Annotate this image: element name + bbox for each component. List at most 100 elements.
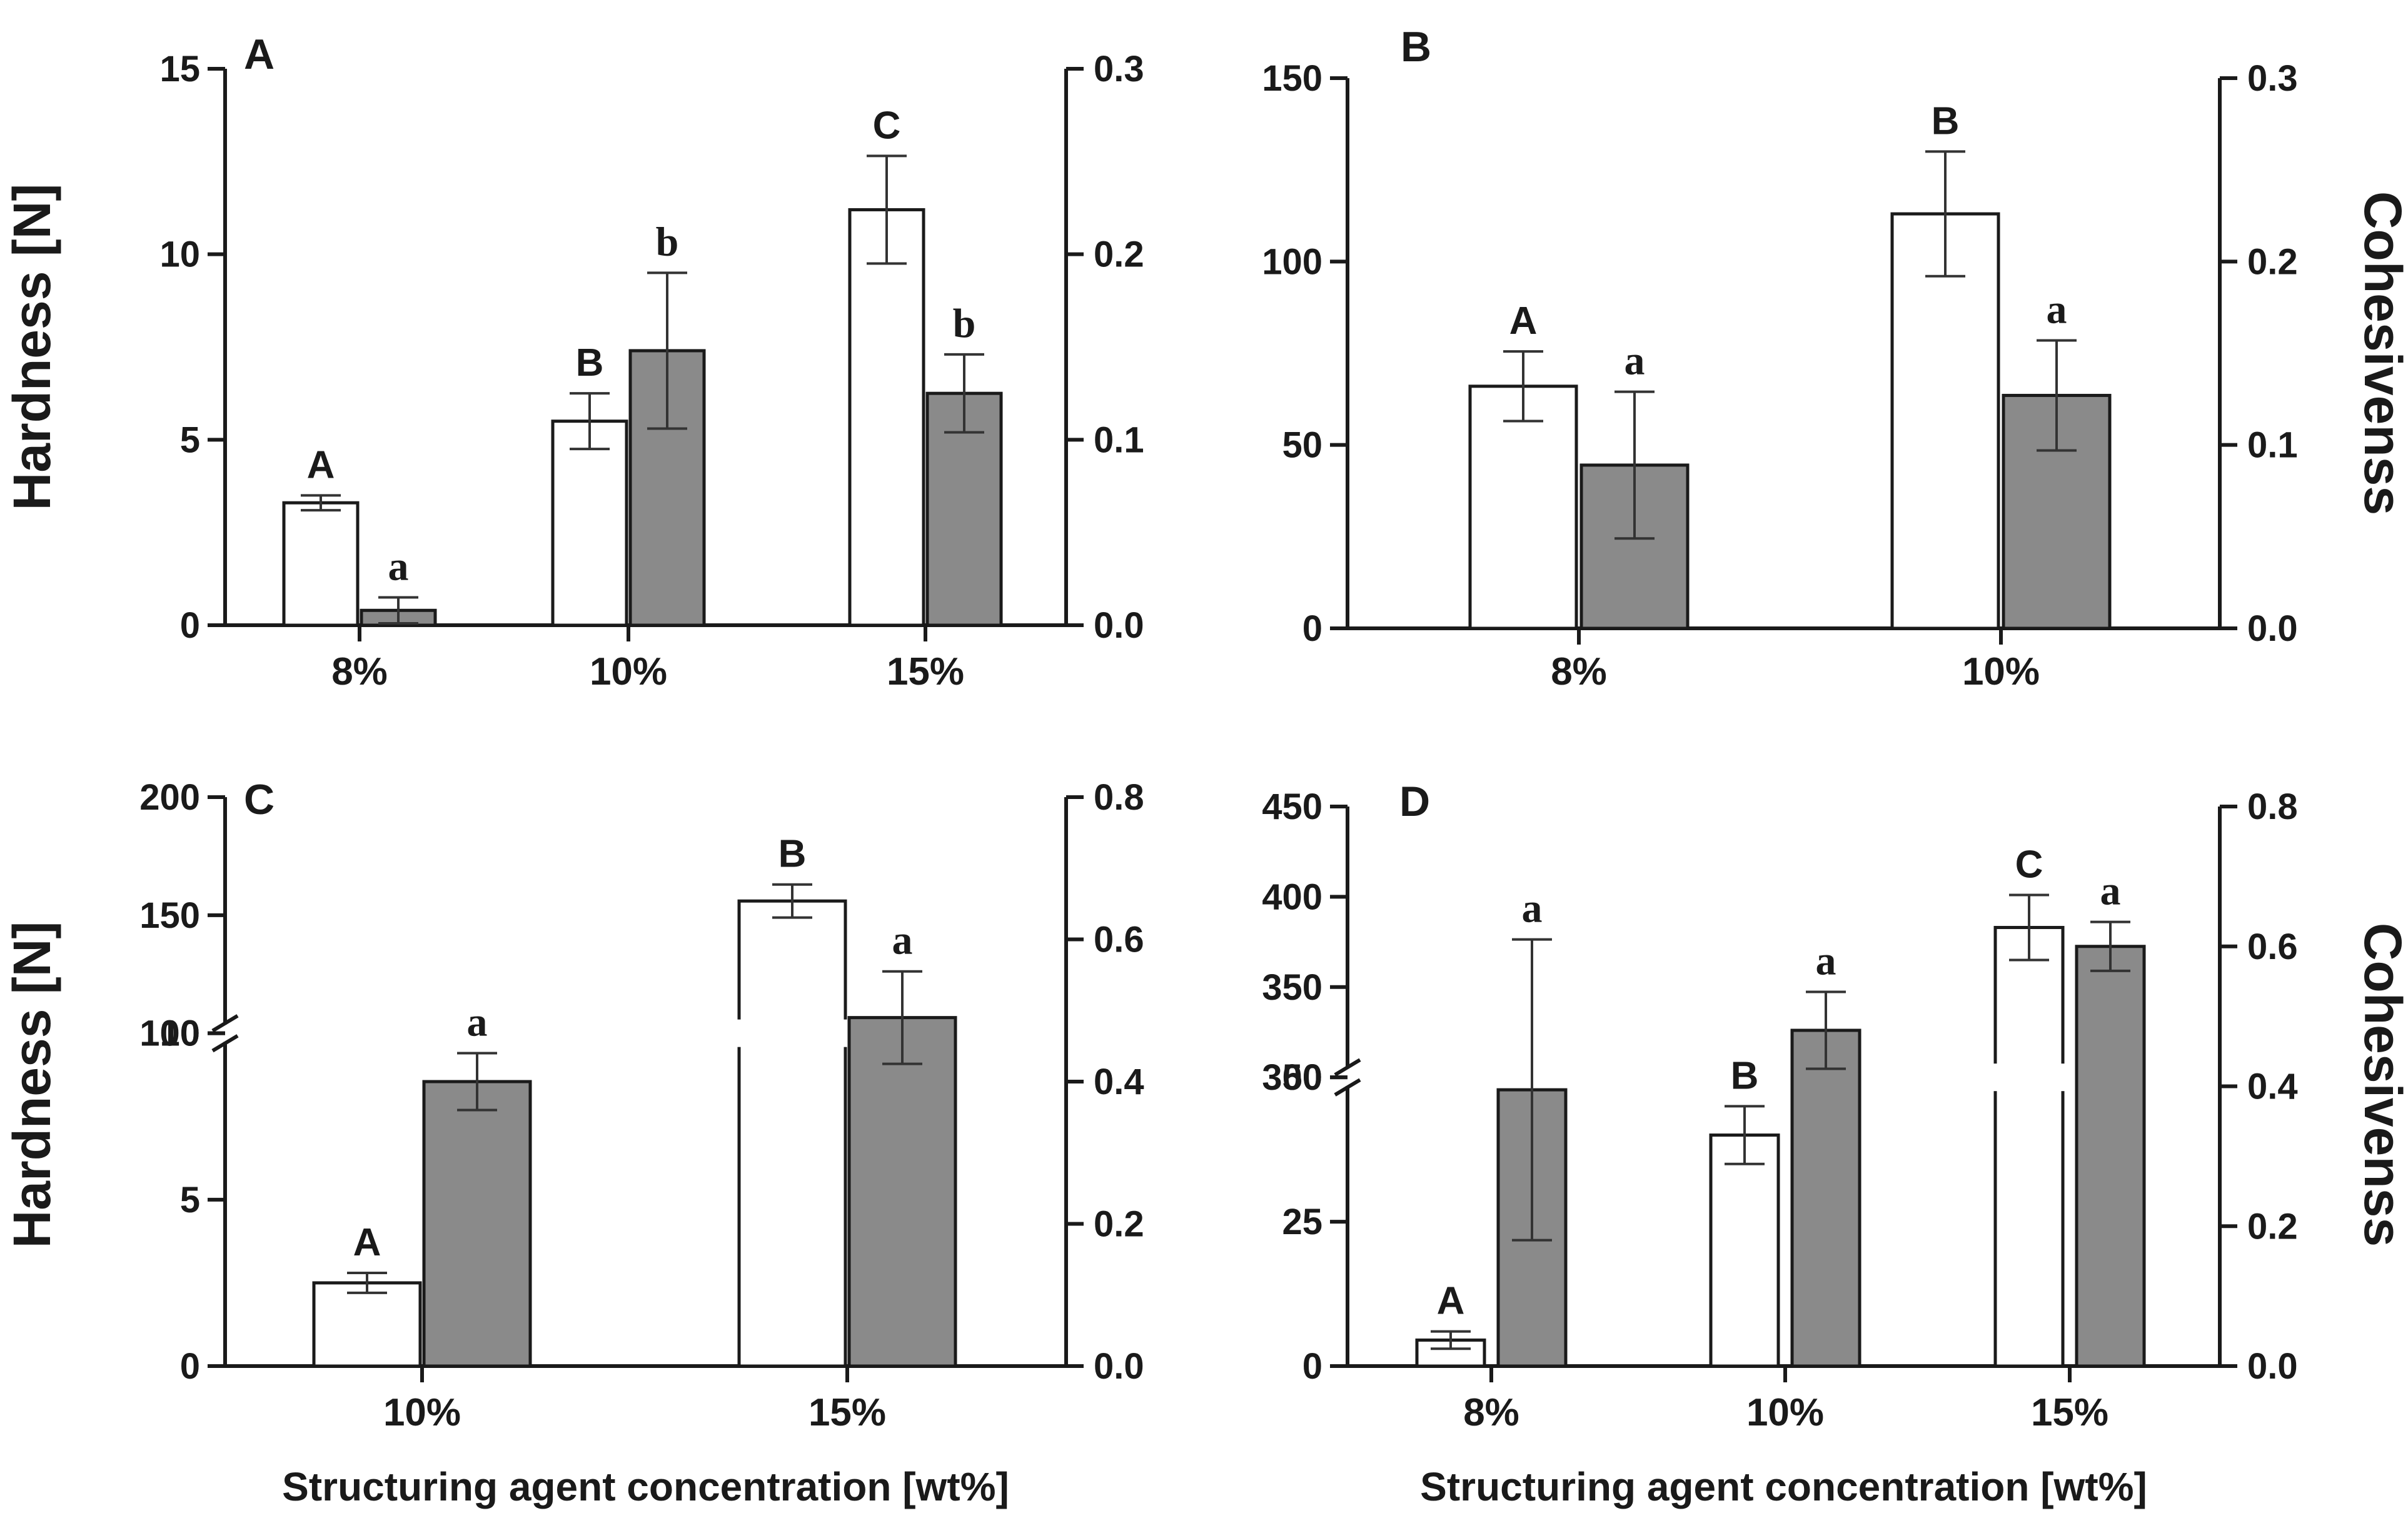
bar-left [551, 420, 628, 627]
significance-label: B [576, 341, 604, 385]
left-tick-label: 450 [1262, 787, 1322, 827]
bar-left [282, 501, 360, 627]
left-tick-label: 0 [1302, 608, 1322, 649]
left-tick-label: 0 [180, 605, 200, 646]
left-tick-label: 350 [1262, 967, 1322, 1008]
significance-label: a [892, 918, 913, 963]
category-label: 15% [887, 650, 964, 693]
left-tick-label: 50 [1282, 425, 1322, 466]
left-axis-title: Hardness [N] [3, 922, 61, 1249]
significance-label: C [873, 104, 901, 147]
significance-label: A [353, 1221, 381, 1264]
panel-A: 0 5 10 15 0.0 0.1 0.2 0.3 8% 10% 15% A B Ca b b A Hardnes… [3, 31, 1144, 693]
bar-right [1790, 1028, 1861, 1368]
panel-label: D [1399, 778, 1430, 825]
significance-label: b [656, 219, 679, 264]
panel-label: A [244, 31, 275, 78]
category-label: 8% [1551, 650, 1607, 693]
left-axis-title: Hardness [N] [3, 184, 61, 511]
left-tick-label: 0 [180, 1346, 200, 1387]
right-axis-title: Cohesivenss [2354, 923, 2408, 1247]
significance-label: B [1731, 1054, 1759, 1097]
category-label: 10% [1962, 650, 2040, 693]
bar-left [1993, 925, 2065, 1368]
left-tick-label: 200 [139, 777, 200, 818]
significance-label: A [1437, 1280, 1465, 1323]
right-tick-label: 0.8 [1094, 777, 1144, 818]
significance-label: C [2015, 843, 2043, 887]
right-tick-label: 0.0 [1094, 1346, 1144, 1387]
significance-label: a [1816, 938, 1836, 983]
right-tick-label: 0.4 [1094, 1062, 1144, 1102]
bar-left [312, 1281, 422, 1368]
right-tick-label: 0.2 [2247, 241, 2298, 282]
category-label: 8% [331, 650, 388, 693]
bar-right [2075, 945, 2146, 1368]
left-tick-label: 0 [1302, 1346, 1322, 1387]
axis-break-mark [1334, 1058, 1361, 1077]
significance-label: a [1625, 338, 1645, 384]
left-tick-label: 10 [159, 234, 200, 275]
significance-label: a [2100, 868, 2121, 914]
bar-break-gap [1993, 1063, 2065, 1092]
left-tick-label: 400 [1262, 877, 1322, 917]
axis-break-mark [211, 1034, 239, 1053]
right-tick-label: 0.4 [2247, 1067, 2298, 1107]
significance-label: a [467, 1000, 488, 1045]
right-tick-label: 0.1 [1094, 420, 1144, 460]
bar-left [1468, 385, 1578, 630]
right-axis-title: Cohesivenss [2354, 191, 2408, 515]
left-tick-label: 15 [159, 49, 200, 89]
left-tick-label: 5 [180, 420, 200, 460]
right-tick-label: 0.8 [2247, 787, 2298, 827]
category-label: 10% [1746, 1391, 1824, 1434]
right-tick-label: 0.2 [1094, 234, 1144, 275]
category-label: 10% [590, 650, 667, 693]
left-tick-label: 10 [159, 1013, 200, 1054]
category-label: 15% [2031, 1391, 2108, 1434]
left-tick-label: 50 [1282, 1057, 1322, 1098]
left-tick-label: 100 [1262, 241, 1322, 282]
right-tick-label: 0.0 [2247, 1346, 2298, 1387]
significance-label: a [1522, 886, 1543, 932]
left-tick-label: 150 [1262, 58, 1322, 99]
left-tick-label: 300 [1262, 1057, 1322, 1098]
significance-label: B [1932, 99, 1960, 143]
significance-label: A [307, 443, 335, 486]
bar-right [422, 1080, 532, 1368]
left-tick-label: 100 [139, 1013, 200, 1054]
category-label: 15% [809, 1391, 886, 1434]
bar-right [847, 1016, 957, 1368]
category-label: 10% [383, 1391, 461, 1434]
x-axis-title: Structuring agent concentration [wt%] [1420, 1464, 2147, 1509]
right-tick-label: 0.2 [2247, 1206, 2298, 1247]
axis-break-mark [1334, 1078, 1361, 1097]
axis-break-mark [211, 1014, 239, 1033]
right-tick-label: 0.0 [2247, 608, 2298, 649]
significance-label: a [2047, 286, 2067, 332]
panel-label: B [1401, 23, 1431, 71]
right-tick-label: 0.6 [2247, 927, 2298, 967]
panel-B: 0 50 100 150 0.0 0.1 0.2 0.3 8% 10% A Ba a B Cohesiven… [1262, 23, 2408, 693]
bar-left [848, 208, 925, 627]
significance-label: A [1509, 299, 1538, 343]
left-tick-label: 150 [139, 895, 200, 936]
left-tick-label: 25 [1282, 1202, 1322, 1242]
significance-label: b [953, 301, 976, 346]
right-tick-label: 0.0 [1094, 605, 1144, 646]
bar-left [1890, 212, 2000, 630]
right-tick-label: 0.2 [1094, 1204, 1144, 1245]
right-tick-label: 0.3 [1094, 49, 1144, 89]
category-label: 8% [1463, 1391, 1519, 1434]
x-axis-title: Structuring agent concentration [wt%] [282, 1464, 1009, 1509]
right-tick-label: 0.3 [2247, 58, 2298, 99]
bar-left [737, 899, 847, 1368]
right-tick-label: 0.1 [2247, 425, 2298, 466]
significance-label: a [388, 544, 409, 590]
panel-label: C [244, 776, 275, 823]
right-tick-label: 0.6 [1094, 920, 1144, 960]
bar-left [1709, 1133, 1780, 1368]
